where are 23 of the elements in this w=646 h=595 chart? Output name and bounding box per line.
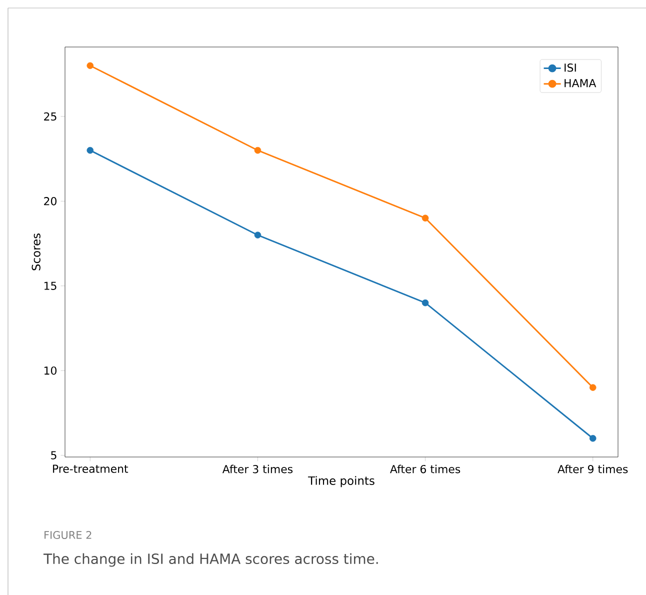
point: [589, 384, 596, 391]
legend-label: ISI: [564, 63, 576, 72]
caption: FIGURE 2: [44, 531, 92, 539]
x-tick-label: Pre-treatment: [53, 464, 128, 473]
text: The change in ISI and HAMA scores across time.: [43, 553, 378, 567]
x-tick-label: After 9 times: [558, 464, 628, 474]
point: [254, 232, 262, 238]
x-tick-label: After 3 times: [222, 464, 293, 474]
point: [422, 299, 429, 306]
y-axis-title: Scores: [32, 234, 40, 270]
point: [589, 434, 596, 442]
point: [422, 214, 429, 222]
y-tick-label: 25: [44, 112, 56, 121]
point: [86, 62, 94, 70]
y-tick-label: 15: [44, 282, 56, 290]
x-axis-title: Time points: [308, 476, 374, 488]
y-tick-label: 20: [44, 197, 56, 206]
point: [254, 146, 262, 154]
point: [86, 146, 94, 154]
y-tick-label: 5: [51, 451, 56, 460]
y-tick-label: 10: [44, 366, 56, 375]
legend-label: HAMA: [564, 79, 596, 88]
x-tick-label: After 6 times: [390, 464, 460, 474]
